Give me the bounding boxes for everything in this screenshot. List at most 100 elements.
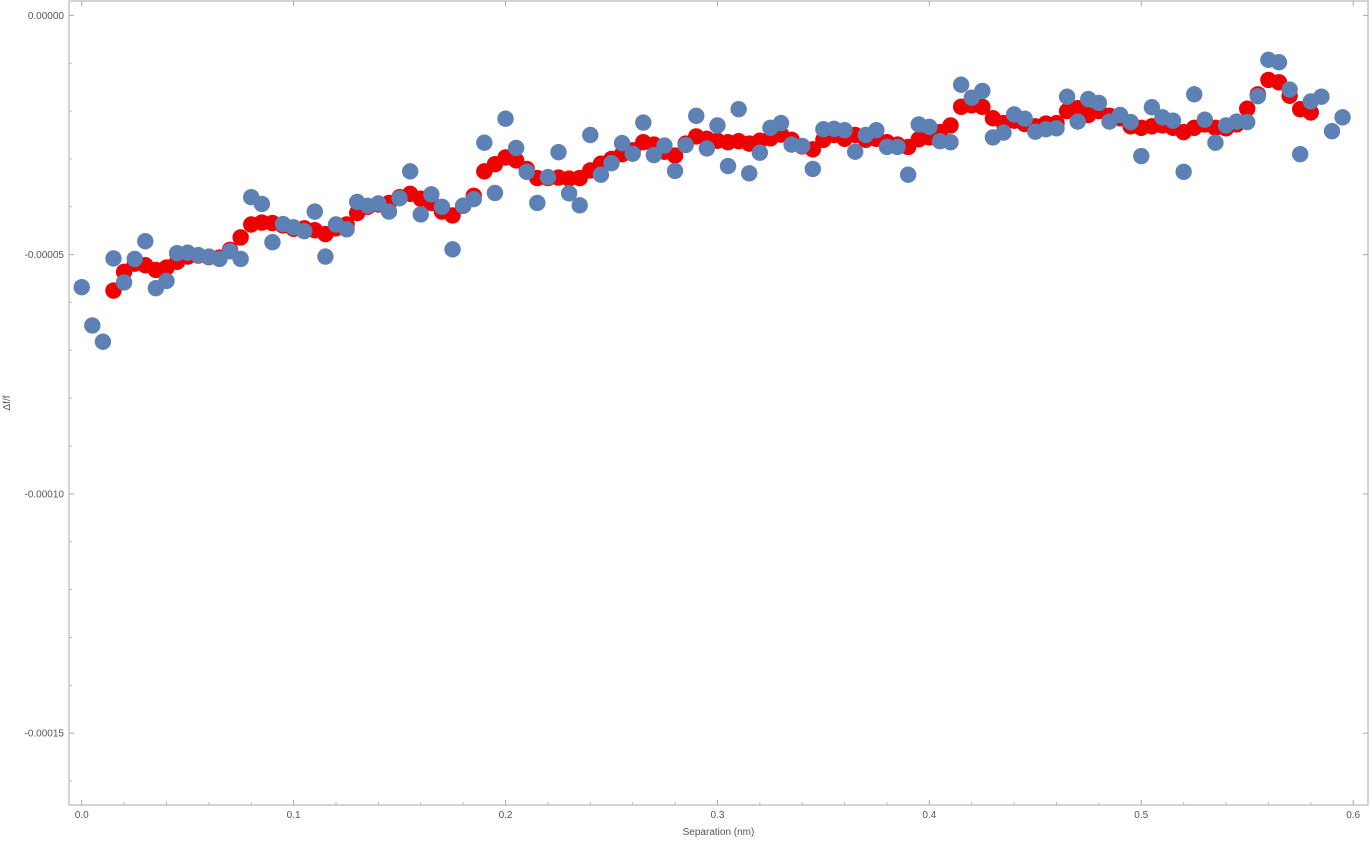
data-point (899, 166, 917, 183)
data-point (942, 117, 959, 134)
data-point (1323, 122, 1341, 140)
data-point (465, 190, 482, 208)
data-point (1239, 113, 1256, 131)
data-point (1048, 120, 1065, 137)
data-point (571, 197, 588, 214)
data-point (84, 317, 101, 334)
data-point (1058, 88, 1076, 105)
data-point (804, 160, 821, 178)
data-point (751, 144, 769, 161)
data-point (889, 138, 906, 156)
data-point (507, 139, 525, 157)
x-tick-label: 0.4 (922, 810, 936, 821)
data-point (518, 163, 535, 181)
data-point (772, 114, 790, 132)
data-point (306, 203, 324, 220)
data-point (264, 234, 281, 251)
data-point (433, 198, 451, 215)
data-point (158, 272, 175, 290)
data-point (380, 203, 398, 220)
data-point (1133, 147, 1150, 165)
data-point (317, 248, 334, 265)
x-tick-label: 0.2 (499, 810, 513, 821)
data-point (1164, 112, 1182, 129)
data-point (1313, 88, 1330, 105)
data-point (560, 185, 578, 202)
x-axis-label: Separation (nm) (683, 827, 755, 838)
data-point (613, 134, 631, 152)
data-point (836, 122, 853, 139)
data-point (698, 140, 716, 157)
y-tick-label: -0.00010 (25, 489, 65, 500)
data-point (412, 206, 429, 223)
data-point (105, 250, 122, 267)
data-point (688, 107, 705, 125)
data-point (709, 117, 726, 134)
data-point (296, 222, 313, 240)
x-tick-label: 0.1 (287, 810, 301, 821)
data-point (550, 144, 567, 161)
data-point (1143, 99, 1161, 116)
data-point (635, 114, 652, 131)
data-point (497, 110, 514, 127)
data-point (656, 137, 673, 154)
data-point (1281, 81, 1298, 98)
data-point (94, 333, 112, 350)
data-point (73, 278, 90, 296)
data-point (1249, 88, 1267, 105)
x-tick-label: 0.5 (1134, 810, 1148, 821)
data-point (1186, 86, 1203, 103)
data-point (868, 122, 885, 139)
data-point (1122, 113, 1139, 131)
data-point (1291, 145, 1309, 163)
data-point (338, 221, 355, 238)
data-point (253, 195, 271, 213)
data-point (719, 157, 737, 175)
data-point (126, 250, 143, 268)
data-point (730, 100, 747, 118)
y-tick-label: -0.00015 (25, 729, 65, 740)
data-point (486, 184, 504, 202)
data-point (476, 134, 493, 151)
x-tick-label: 0.0 (75, 810, 89, 821)
data-point (666, 162, 684, 180)
x-tick-label: 0.6 (1346, 810, 1360, 821)
data-point (423, 186, 440, 203)
axis-ticks: 0.0 0.1 0.2 0.3 0.4 0.5 0.6 0.00000 -0.00005 -0.0… (25, 1, 1368, 821)
data-point (942, 133, 959, 151)
data-point (794, 137, 811, 155)
data-point (1207, 134, 1224, 151)
data-point (995, 124, 1012, 141)
data-point (1175, 163, 1192, 181)
data-point (592, 166, 610, 183)
data-point (401, 163, 419, 180)
data-point (582, 126, 599, 144)
x-tick-label: 0.3 (710, 810, 724, 821)
data-point (444, 241, 461, 258)
data-point (391, 189, 408, 207)
data-point (1090, 94, 1108, 112)
data-point (741, 165, 758, 182)
data-point (137, 233, 154, 250)
data-point (921, 118, 938, 136)
data-point (232, 229, 249, 246)
data-point (232, 250, 249, 268)
data-point (677, 136, 694, 154)
y-tick-label: -0.00005 (25, 250, 65, 261)
data-point (624, 145, 641, 162)
data-point (1270, 54, 1288, 71)
y-axis-label: Δf/f (2, 395, 13, 410)
series-2 (73, 51, 1351, 350)
data-point (1069, 113, 1086, 130)
data-point (1334, 109, 1351, 126)
data-point (666, 147, 684, 164)
data-point (645, 146, 663, 164)
data-point (603, 155, 620, 172)
data-point (974, 82, 991, 100)
data-point (529, 194, 546, 212)
data-point (1016, 110, 1033, 127)
data-point (115, 274, 133, 291)
plot-frame-border (68, 0, 1369, 806)
data-series-layer (73, 51, 1351, 350)
